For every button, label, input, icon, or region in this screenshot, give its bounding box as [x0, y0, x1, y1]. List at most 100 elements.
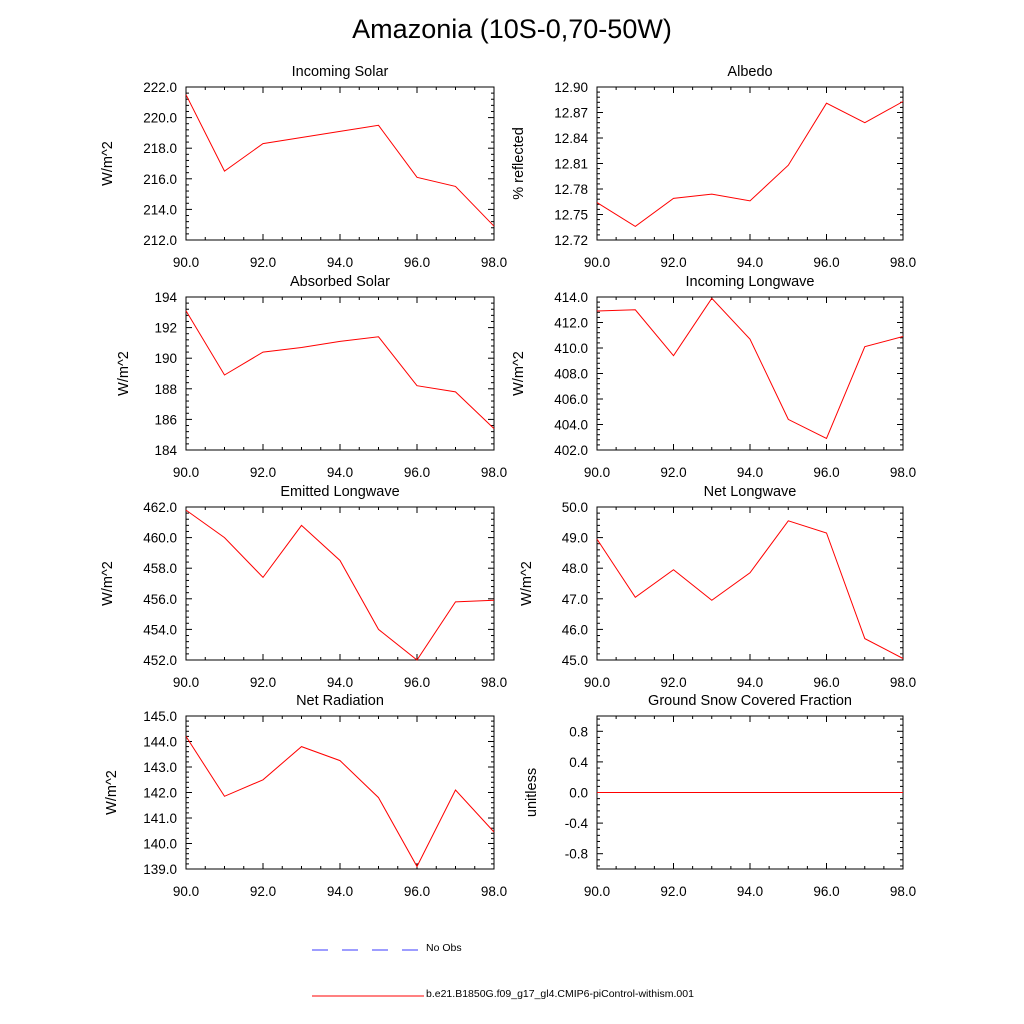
x-tick-label: 90.0	[173, 675, 199, 690]
y-tick-label: 12.72	[554, 233, 588, 248]
series-line	[185, 736, 495, 868]
x-tick-label: 92.0	[250, 465, 276, 480]
page-title: Amazonia (10S-0,70-50W)	[352, 14, 672, 44]
panel-emitted-longwave: 90.0 92.0 94.0 96.0 98.0 452.0 454.0 456.0 458.0…	[100, 484, 507, 690]
y-tick-label: 406.0	[554, 392, 588, 407]
y-tick-label: 190	[154, 351, 177, 366]
x-tick-label: 90.0	[173, 465, 199, 480]
y-tick-label: 220.0	[143, 111, 177, 126]
y-tick-label: 410.0	[554, 341, 588, 356]
y-tick-label: 144.0	[143, 735, 177, 750]
x-tick-label: 98.0	[890, 884, 916, 899]
y-tick-label: 456.0	[143, 592, 177, 607]
series-line	[596, 101, 904, 228]
y-tick-label: 458.0	[143, 561, 177, 576]
x-tick-label: 96.0	[813, 884, 839, 899]
x-tick-label: 92.0	[660, 884, 686, 899]
x-tick-label: 92.0	[250, 884, 276, 899]
y-tick-label: 140.0	[143, 837, 177, 852]
y-tick-label: -0.8	[565, 847, 588, 862]
x-tick-label: 90.0	[584, 675, 610, 690]
y-tick-label: 12.75	[554, 208, 588, 223]
x-tick-label: 98.0	[481, 884, 507, 899]
panel-title: Incoming Solar	[292, 64, 389, 80]
plot-frame	[596, 296, 904, 451]
y-tick-label: 12.81	[554, 157, 588, 172]
y-tick-label: 454.0	[143, 622, 177, 637]
x-tick-label: 96.0	[813, 255, 839, 270]
x-tick-label: 98.0	[481, 255, 507, 270]
plot-frame	[185, 506, 495, 661]
x-tick-label: 98.0	[890, 255, 916, 270]
plot-frame	[596, 86, 904, 241]
y-tick-label: 0.8	[569, 724, 588, 739]
y-tick-label: 222.0	[143, 80, 177, 95]
y-tick-label: 12.87	[554, 106, 588, 121]
y-tick-label: 194	[154, 290, 177, 305]
x-tick-label: 94.0	[327, 465, 353, 480]
panel-title: Absorbed Solar	[290, 274, 390, 290]
y-tick-label: 216.0	[143, 172, 177, 187]
panel-title: Ground Snow Covered Fraction	[648, 693, 852, 709]
y-tick-label: 49.0	[562, 531, 588, 546]
x-tick-label: 94.0	[327, 884, 353, 899]
y-tick-label: 0.0	[569, 786, 588, 801]
y-tick-label: 462.0	[143, 500, 177, 515]
x-tick-label: 92.0	[660, 255, 686, 270]
series-line	[185, 94, 495, 227]
x-tick-label: 92.0	[660, 465, 686, 480]
y-tick-label: 212.0	[143, 233, 177, 248]
y-tick-label: 139.0	[143, 862, 177, 877]
x-tick-label: 94.0	[737, 465, 763, 480]
x-tick-label: 96.0	[813, 465, 839, 480]
y-tick-label: 12.84	[554, 131, 588, 146]
y-axis-label: W/m^2	[100, 141, 116, 186]
y-tick-label: 218.0	[143, 141, 177, 156]
y-tick-label: 12.90	[554, 80, 588, 95]
y-tick-label: 460.0	[143, 531, 177, 546]
legend-label-model: b.e21.B1850G.f09_g17_gl4.CMIP6-piControl…	[426, 988, 694, 1000]
x-tick-label: 96.0	[404, 465, 430, 480]
panel-title: Incoming Longwave	[686, 274, 815, 290]
panel-title: Emitted Longwave	[280, 484, 399, 500]
x-tick-label: 92.0	[250, 675, 276, 690]
y-tick-label: 50.0	[562, 500, 588, 515]
panel-net-radiation: 90.0 92.0 94.0 96.0 98.0 139.0 140.0 141.0 142.0…	[104, 693, 507, 899]
y-tick-label: 402.0	[554, 443, 588, 458]
y-axis-label: W/m^2	[104, 770, 120, 815]
legend-item-obs: No Obs	[300, 940, 900, 960]
series-line	[185, 509, 495, 661]
y-tick-label: 214.0	[143, 202, 177, 217]
x-tick-label: 90.0	[584, 255, 610, 270]
x-tick-label: 98.0	[481, 465, 507, 480]
plot-frame	[596, 506, 904, 661]
x-tick-label: 90.0	[584, 884, 610, 899]
plot-frame	[185, 86, 495, 241]
y-tick-label: 48.0	[562, 561, 588, 576]
x-tick-label: 92.0	[660, 675, 686, 690]
x-tick-label: 90.0	[584, 465, 610, 480]
legend-swatch-obs	[312, 949, 420, 951]
panel-incoming-longwave: 90.0 92.0 94.0 96.0 98.0 402.0 404.0 406.0 408.0…	[511, 274, 916, 480]
x-tick-label: 96.0	[404, 675, 430, 690]
x-tick-label: 92.0	[250, 255, 276, 270]
x-tick-label: 94.0	[737, 255, 763, 270]
y-tick-label: 184	[154, 443, 177, 458]
x-tick-label: 98.0	[890, 675, 916, 690]
y-axis-label: unitless	[524, 768, 540, 817]
y-tick-label: 414.0	[554, 290, 588, 305]
y-tick-label: 188	[154, 382, 177, 397]
x-tick-label: 96.0	[404, 255, 430, 270]
x-tick-label: 98.0	[890, 465, 916, 480]
y-tick-label: 45.0	[562, 653, 588, 668]
y-tick-label: 47.0	[562, 592, 588, 607]
y-tick-label: 404.0	[554, 418, 588, 433]
panel-title: Albedo	[727, 64, 772, 80]
legend-swatch-model	[312, 995, 424, 997]
panel-ground-snow-covered-fraction: 90.0 92.0 94.0 96.0 98.0 -0.8 -0.4 0.0 0.4 0.8 Gro…	[524, 693, 916, 899]
x-tick-label: 94.0	[737, 884, 763, 899]
panel-net-longwave: 90.0 92.0 94.0 96.0 98.0 45.0 46.0 47.0 48.0 49.0…	[519, 484, 916, 690]
y-tick-label: 192	[154, 321, 177, 336]
plot-frame	[185, 296, 495, 451]
x-tick-label: 96.0	[404, 884, 430, 899]
